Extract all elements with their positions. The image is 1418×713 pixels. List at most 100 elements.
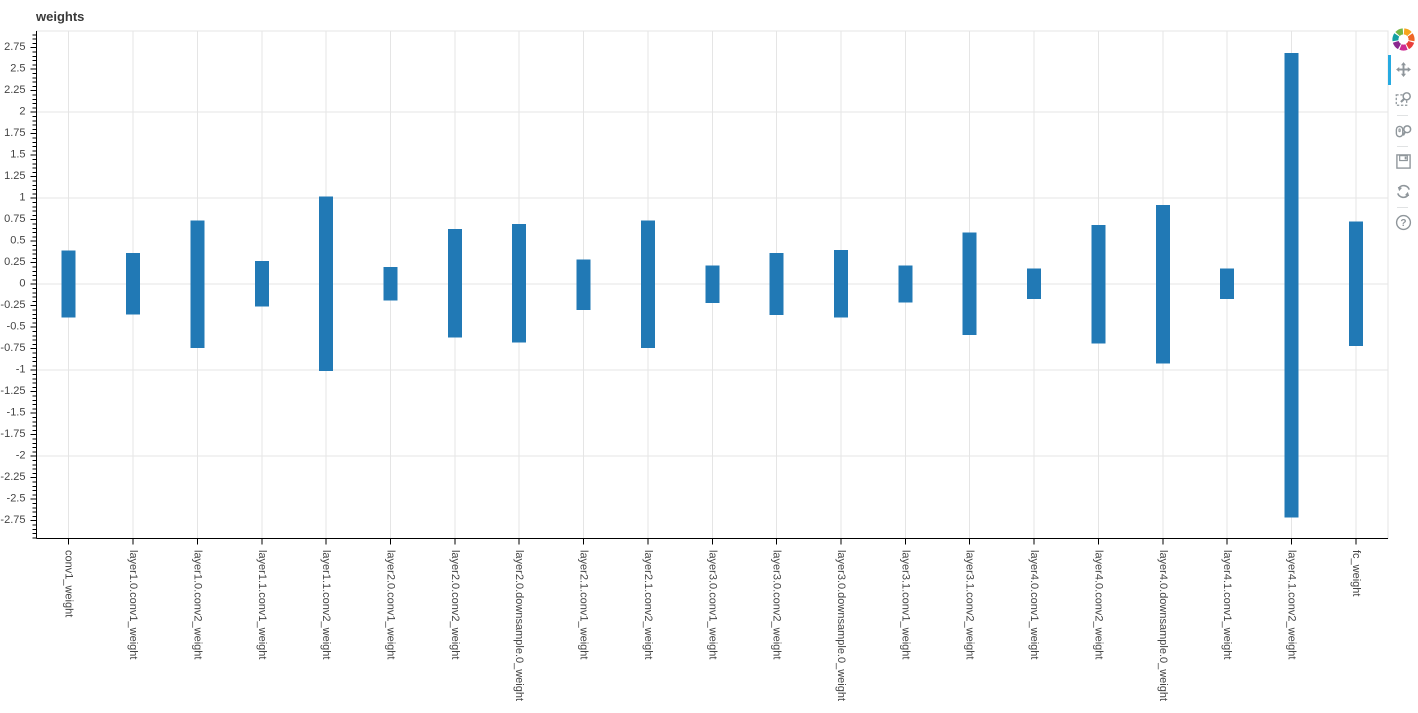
x-tick-label: layer1.0.conv1_weight [127,550,139,659]
tool-box-zoom-button[interactable] [1388,85,1418,115]
tool-reset-button[interactable] [1388,177,1418,207]
y-tick-label: 2.5 [10,63,25,75]
logo-segment [1407,33,1415,42]
x-tick-label: layer4.1.conv2_weight [1285,550,1297,659]
x-major-ticks [68,538,1357,545]
toolbar-divider [1397,146,1408,147]
y-minor-ticks [32,34,37,539]
tool-save-button[interactable] [1388,147,1418,177]
logo-segment [1395,28,1404,37]
bar-layer4.1.conv2_weight [1284,52,1299,518]
y-tick-label: 1.25 [4,170,25,182]
y-tick-label: -2.25 [0,471,25,483]
x-tick-label: layer2.0.conv2_weight [449,550,461,659]
x-tick-label: layer2.0.conv1_weight [384,550,396,659]
y-tick-labels: -2.75 -2.5 -2.25 -2 -1.75 -1.5 -1.25 -1 -0.75 -0.… [0,41,25,526]
y-tick-label: 0 [19,278,25,290]
y-tick-label: -0.25 [0,299,25,311]
bar-layer1.0.conv1_weight [126,253,141,315]
y-tick-label: 0.75 [4,213,25,225]
y-tick-label: -1.5 [7,407,26,419]
logo-segment [1392,40,1402,50]
x-tick-label: layer3.1.conv2_weight [964,550,976,659]
plot-title: weights [36,9,85,24]
bar-layer2.1.conv2_weight [640,220,655,348]
y-tick-label: -0.75 [0,342,25,354]
bar-layer4.1.conv1_weight [1220,268,1235,299]
logo-segment [1399,44,1408,51]
x-tick-label: layer4.0.conv2_weight [1092,550,1104,659]
bar-layer3.0.conv1_weight [705,265,720,304]
x-tick-label: fc_weight [1350,550,1362,596]
bar-layer1.1.conv2_weight [319,196,334,372]
x-tick-label: layer3.0.conv2_weight [771,550,783,659]
move-arrows-icon [1395,62,1411,77]
y-tick-label: -0.5 [7,321,26,333]
x-tick-label: layer3.0.downsample.0_weight [835,550,847,701]
y-tick-label: -2.5 [7,493,26,505]
y-tick-label: -1.75 [0,428,25,440]
bar-layer2.0.conv2_weight [447,229,462,338]
x-tick-label: layer2.1.conv1_weight [578,550,590,659]
save-icon [1395,154,1411,169]
bar-layer3.1.conv1_weight [898,265,913,303]
bar-layer2.0.downsample.0_weight [512,223,527,343]
bokeh-logo-icon[interactable] [1391,27,1416,52]
box-zoom-icon [1395,92,1411,106]
y-tick-label: -2.75 [0,514,25,526]
x-tick-label: layer3.1.conv1_weight [899,550,911,659]
x-tick-label: layer4.0.downsample.0_weight [1157,550,1169,701]
tool-wheel-zoom-button[interactable] [1388,116,1418,146]
logo-segment [1392,33,1400,42]
y-tick-label: -1 [16,364,26,376]
bar-layer4.0.downsample.0_weight [1155,205,1170,364]
help-icon: ? [1395,214,1411,231]
tool-help-button[interactable]: ? [1388,208,1418,238]
x-tick-label: layer2.0.downsample.0_weight [513,550,525,701]
x-tick-label: layer4.0.conv1_weight [1028,550,1040,659]
x-tick-label: layer4.1.conv1_weight [1221,550,1233,659]
bar-layer3.0.conv2_weight [769,253,784,316]
bar-layer2.0.conv1_weight [383,266,398,301]
active-tool-indicator [1388,55,1391,85]
bar-layer3.1.conv2_weight [962,232,977,335]
x-tick-labels: conv1_weight layer1.0.conv1_weight layer1.… [63,550,1362,701]
bar-layer1.1.conv1_weight [254,260,269,307]
bar-fc_weight [1348,221,1363,347]
toolbar-divider [1397,115,1408,116]
bars-series [61,52,1363,518]
tool-pan-button[interactable] [1388,55,1418,85]
logo-segment [1403,28,1412,37]
wheel-zoom-icon [1395,125,1411,138]
bar-layer2.1.conv1_weight [576,259,591,310]
logo-segment [1405,40,1415,50]
bar-layer3.0.downsample.0_weight [833,249,848,318]
y-tick-label: -1.25 [0,385,25,397]
y-tick-label: 2 [19,106,25,118]
y-tick-label: 1.5 [10,149,25,161]
bar-conv1_weight [61,250,76,318]
bar-layer4.0.conv2_weight [1091,224,1106,344]
reset-icon [1396,184,1410,199]
bar-layer1.0.conv2_weight [190,220,205,348]
y-major-ticks [30,47,37,522]
bar-layer4.0.conv1_weight [1027,268,1042,299]
y-tick-label: -2 [16,450,26,462]
toolbar-divider [1397,207,1408,208]
x-tick-label: layer3.0.conv1_weight [706,550,718,659]
y-tick-label: 1 [19,192,25,204]
y-tick-label: 0.25 [4,256,25,268]
y-tick-label: 2.25 [4,84,25,96]
x-tick-label: conv1_weight [63,550,75,617]
x-tick-label: layer1.0.conv2_weight [191,550,203,659]
y-tick-label: 1.75 [4,127,25,139]
svg-text:?: ? [1400,218,1406,229]
y-tick-label: 0.5 [10,235,25,247]
x-tick-label: layer2.1.conv2_weight [642,550,654,659]
y-tick-label: 2.75 [4,41,25,53]
x-tick-label: layer1.1.conv1_weight [256,550,268,659]
x-tick-label: layer1.1.conv2_weight [320,550,332,659]
